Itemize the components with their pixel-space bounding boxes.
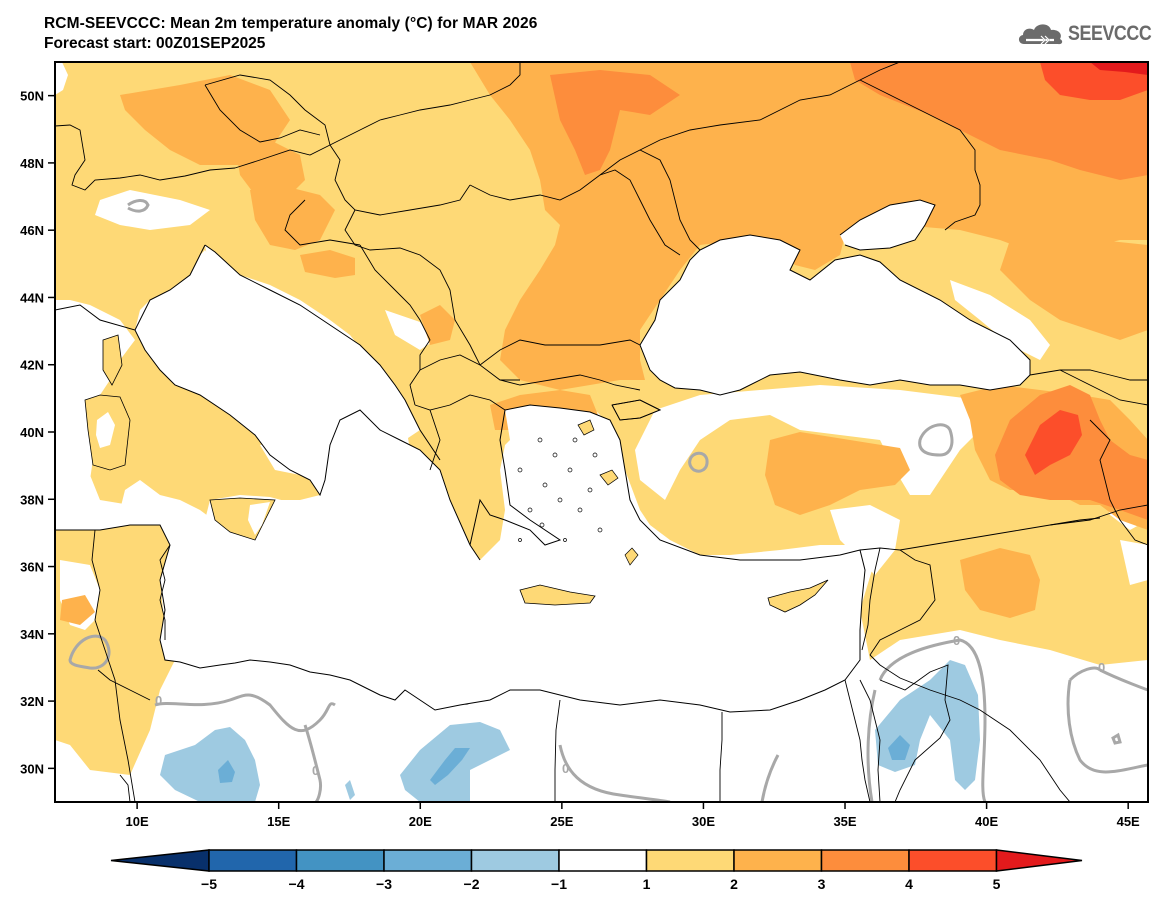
lat-tick-label: 48N [20,156,44,171]
lat-tick-label: 36N [20,560,44,575]
lon-tick-label: 35E [833,814,856,829]
contour-label: 0 [312,763,319,778]
lon-tick-label: 40E [975,814,998,829]
colorbar-swatch [908,849,998,872]
lat-tick-label: 30N [20,761,44,776]
colorbar-swatch [295,849,385,872]
lat-tick-label: 32N [20,694,44,709]
colorbar-swatch [645,849,735,872]
colorbar-label: −2 [464,876,480,892]
lat-tick-label: 40N [20,425,44,440]
colorbar-label: 2 [730,876,738,892]
colorbar-swatch [470,849,560,872]
coastlines [55,199,1031,713]
lon-tick-label: 45E [1117,814,1140,829]
lon-tick-label: 20E [409,814,432,829]
colorbar-min-extension [110,849,210,872]
colorbar-label: 4 [905,876,913,892]
lon-tick-label: 10E [126,814,149,829]
lat-tick-label: 34N [20,627,44,642]
forecast-start-label: Forecast start: 00Z01SEP2025 [44,35,266,52]
contour-label: 0 [1098,660,1105,675]
colorbar: −5 −4 −3 −2 −1 1 2 3 4 5 [110,849,1083,892]
colorbar-label: −3 [376,876,392,892]
small-islands [517,437,603,542]
colorbar-label: 5 [993,876,1001,892]
colorbar-label: −1 [551,876,567,892]
adriatic-sea [205,245,420,440]
colorbar-label: −4 [289,876,305,892]
lat-tick-label: 42N [20,358,44,373]
colorbar-label: −5 [201,876,217,892]
mediterranean-sea [55,305,865,712]
lat-tick-label: 44N [20,290,44,305]
contour-label: 0 [155,693,162,708]
colorbar-swatch [558,849,648,872]
colorbar-max-extension [995,849,1083,872]
anomaly-field: 0 0 0 0 0 0 [55,62,1148,802]
colorbar-swatch [208,849,298,872]
cloud-icon [1018,24,1063,45]
cyprus-island [767,579,829,613]
lon-tick-label: 25E [550,814,573,829]
black-sea [640,235,1030,395]
sea-of-azov [840,200,935,250]
contour-label: 0 [953,633,960,648]
seevccc-logo: SEEVCCC [1016,20,1165,48]
lat-tick-label: 46N [20,223,44,238]
logo-text: SEEVCCC [1068,22,1152,45]
chart-title: RCM-SEEVCCC: Mean 2m temperature anomaly… [44,15,538,32]
lat-tick-label: 50N [20,89,44,104]
corsica-island [102,334,123,386]
colorbar-swatch [383,849,473,872]
country-borders [55,62,1148,802]
colorbar-swatch [820,849,910,872]
lat-tick-label: 38N [20,492,44,507]
zero-contours [68,199,1148,802]
colorbar-label: 3 [818,876,826,892]
lon-tick-label: 30E [692,814,715,829]
sardinia-interior [96,412,115,448]
latitude-axis: 30N 32N 34N 36N 38N 40N 42N 44N 46N 48N 50N [20,89,55,776]
longitude-axis: 10E 15E 20E 25E 30E 35E 40E 45E [126,802,1140,829]
colorbar-swatch [733,849,823,872]
contour-label: 0 [562,761,569,776]
anomaly-region-neg-3-2 [218,735,910,785]
sicily-east [248,502,270,535]
anomaly-region-gt-5 [1090,62,1148,75]
lon-tick-label: 15E [267,814,290,829]
crete-island [519,584,596,606]
colorbar-label: 1 [643,876,651,892]
